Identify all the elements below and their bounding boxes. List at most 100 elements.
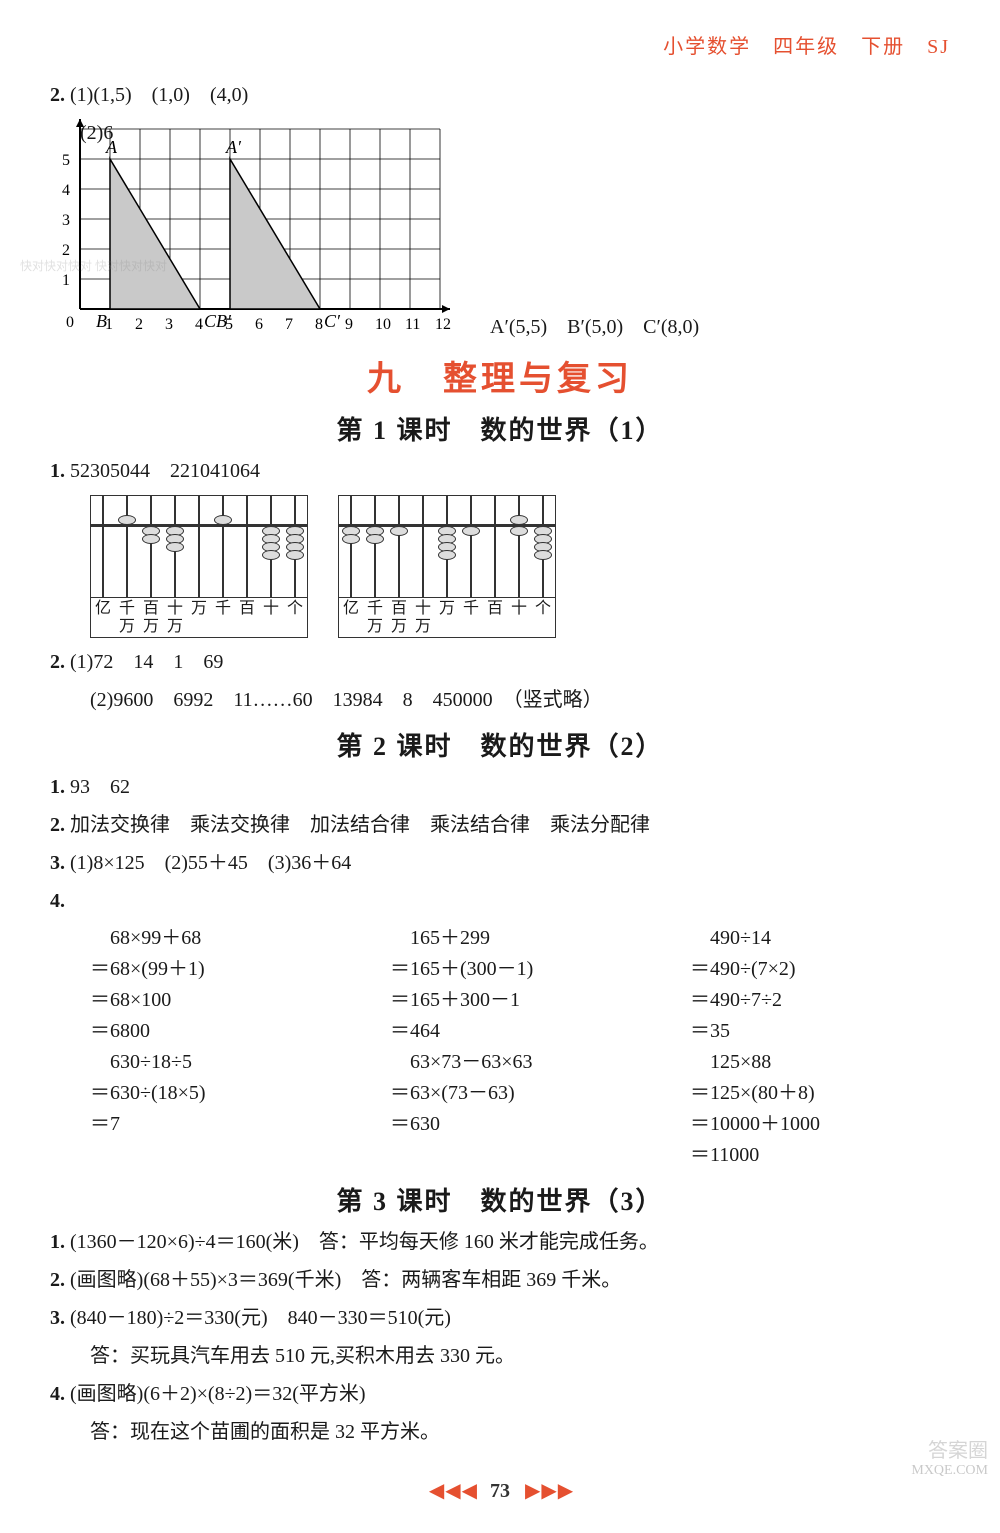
l3-q3: 3. (840－180)÷2＝330(元) 840－330＝510(元) bbox=[50, 1302, 950, 1334]
calc-line: 68×99＋68 bbox=[90, 923, 350, 954]
calc-line: ＝630÷(18×5) bbox=[90, 1078, 350, 1109]
q2-line1: (1)(1,5) (1,0) (4,0) bbox=[70, 84, 248, 106]
calc-line: ＝490÷7÷2 bbox=[690, 985, 950, 1016]
l1-q1-text: 52305044 221041064 bbox=[70, 460, 260, 482]
l2-q1-num: 1. bbox=[50, 776, 65, 798]
l2-q2-num: 2. bbox=[50, 814, 65, 836]
l2-q4-num: 4. bbox=[50, 890, 65, 912]
calc-line: ＝6800 bbox=[90, 1016, 350, 1047]
l3-q4-line1: (画图略)(6＋2)×(8÷2)＝32(平方米) bbox=[70, 1383, 366, 1405]
l3-q1-num: 1. bbox=[50, 1231, 65, 1253]
l1-q1-num: 1. bbox=[50, 460, 65, 482]
calc-line: ＝630 bbox=[390, 1109, 650, 1140]
calc-line: 165＋299 bbox=[390, 923, 650, 954]
watermark-bottom-right: 答案圈 MXQE.COM bbox=[911, 1434, 988, 1479]
l3-q2-num: 2. bbox=[50, 1269, 65, 1291]
lesson3-title: 第 3 课时 数的世界（3） bbox=[50, 1181, 950, 1218]
footer-arrow-right: ▶ ▶ ▶ bbox=[525, 1480, 571, 1502]
calc-column: 68×99＋68＝68×(99＋1)＝68×100＝6800 630÷18÷5＝… bbox=[90, 923, 350, 1171]
lesson1-title: 第 1 课时 数的世界（1） bbox=[50, 410, 950, 447]
l3-q3-num: 3. bbox=[50, 1307, 65, 1329]
l3-q1: 1. (1360－120×6)÷4＝160(米) 答：平均每天修 160 米才能… bbox=[50, 1226, 950, 1258]
l3-q4: 4. (画图略)(6＋2)×(8÷2)＝32(平方米) bbox=[50, 1378, 950, 1410]
q2-block: 2. (1)(1,5) (1,0) (4,0) bbox=[50, 79, 950, 111]
watermark-br1: 答案圈 bbox=[911, 1434, 988, 1463]
svg-text:5: 5 bbox=[62, 152, 70, 169]
svg-text:7: 7 bbox=[285, 316, 293, 333]
l3-q2: 2. (画图略)(68＋55)×3＝369(千米) 答：两辆客车相距 369 千… bbox=[50, 1264, 950, 1296]
calc-line: ＝68×100 bbox=[90, 985, 350, 1016]
svg-text:1: 1 bbox=[105, 316, 113, 333]
abacus: 亿千万百万十万万千百十个 bbox=[90, 495, 308, 638]
footer-arrow-left: ◀ ◀ ◀ bbox=[429, 1480, 475, 1502]
svg-text:11: 11 bbox=[405, 316, 420, 333]
svg-text:4: 4 bbox=[195, 316, 203, 333]
calc-line: ＝165＋300－1 bbox=[390, 985, 650, 1016]
abacus-row: 亿千万百万十万万千百十个亿千万百万十万万千百十个 bbox=[90, 495, 950, 638]
svg-text:9: 9 bbox=[345, 316, 353, 333]
q2-num: 2. bbox=[50, 84, 65, 106]
l3-q2-text: (画图略)(68＋55)×3＝369(千米) 答：两辆客车相距 369 千米。 bbox=[70, 1269, 621, 1291]
l3-q4-line2: 答：现在这个苗圃的面积是 32 平方米。 bbox=[90, 1416, 950, 1448]
calc-line: ＝10000＋1000 bbox=[690, 1109, 950, 1140]
l3-q1-text: (1360－120×6)÷4＝160(米) 答：平均每天修 160 米才能完成任… bbox=[70, 1231, 659, 1253]
watermark-lens: 快对快对快对 快对快对快对 bbox=[20, 260, 167, 273]
l1-q2-line2: (2)9600 6992 11……60 13984 8 450000 （竖式略） bbox=[90, 684, 950, 716]
l1-q1: 1. 52305044 221041064 bbox=[50, 455, 950, 487]
calc-line: ＝490÷(7×2) bbox=[690, 954, 950, 985]
calc-line: ＝63×(73－63) bbox=[390, 1078, 650, 1109]
svg-text:0: 0 bbox=[66, 314, 74, 331]
l2-q4: 4. bbox=[50, 885, 950, 917]
svg-text:3: 3 bbox=[165, 316, 173, 333]
svg-text:12: 12 bbox=[435, 316, 451, 333]
calc-line: 630÷18÷5 bbox=[90, 1047, 350, 1078]
calc-line: ＝464 bbox=[390, 1016, 650, 1047]
l2-q3: 3. (1)8×125 (2)55＋45 (3)36＋64 bbox=[50, 847, 950, 879]
calc-line: ＝68×(99＋1) bbox=[90, 954, 350, 985]
l2-q1-text: 93 62 bbox=[70, 776, 130, 798]
svg-text:1: 1 bbox=[62, 272, 70, 289]
l2-q1: 1. 93 62 bbox=[50, 771, 950, 803]
svg-text:4: 4 bbox=[62, 182, 70, 199]
svg-text:C′: C′ bbox=[324, 311, 341, 331]
l2-q3-num: 3. bbox=[50, 852, 65, 874]
l1-q2-num: 2. bbox=[50, 651, 65, 673]
calc-line: 490÷14 bbox=[690, 923, 950, 954]
chart-after-coords: A′(5,5) B′(5,0) C′(8,0) bbox=[490, 310, 699, 339]
l1-q2: 2. (1)72 14 1 69 bbox=[50, 646, 950, 678]
calc-line: ＝11000 bbox=[690, 1140, 950, 1171]
svg-text:A′: A′ bbox=[225, 137, 242, 157]
abacus: 亿千万百万十万万千百十个 bbox=[338, 495, 556, 638]
coordinate-chart: ABCA′B′C′012345678910111212345 bbox=[50, 119, 460, 339]
watermark-br2: MXQE.COM bbox=[911, 1463, 988, 1479]
calc-line: ＝125×(80＋8) bbox=[690, 1078, 950, 1109]
svg-text:2: 2 bbox=[62, 242, 70, 259]
calc-line: ＝165＋(300－1) bbox=[390, 954, 650, 985]
lesson2-title: 第 2 课时 数的世界（2） bbox=[50, 726, 950, 763]
calc-column: 490÷14＝490÷(7×2)＝490÷7÷2＝35 125×88＝125×(… bbox=[690, 923, 950, 1171]
svg-text:3: 3 bbox=[62, 212, 70, 229]
chart-row: ABCA′B′C′012345678910111212345 A′(5,5) B… bbox=[50, 119, 950, 339]
l3-q4-num: 4. bbox=[50, 1383, 65, 1405]
calc-line: ＝35 bbox=[690, 1016, 950, 1047]
l3-q3-line2: 答：买玩具汽车用去 510 元,买积木用去 330 元。 bbox=[90, 1340, 950, 1372]
calc-line: 63×73－63×63 bbox=[390, 1047, 650, 1078]
section-9-title: 九 整理与复习 bbox=[50, 351, 950, 400]
svg-text:8: 8 bbox=[315, 316, 323, 333]
page-header: 小学数学 四年级 下册 SJ bbox=[50, 30, 950, 59]
svg-text:A: A bbox=[105, 137, 118, 157]
calc-line: ＝7 bbox=[90, 1109, 350, 1140]
page-number: 73 bbox=[490, 1480, 510, 1502]
l1-q2-line1: (1)72 14 1 69 bbox=[70, 651, 223, 673]
svg-text:2: 2 bbox=[135, 316, 143, 333]
svg-text:6: 6 bbox=[255, 316, 263, 333]
l2-q3-text: (1)8×125 (2)55＋45 (3)36＋64 bbox=[70, 852, 351, 874]
calc-column: 165＋299＝165＋(300－1)＝165＋300－1＝464 63×73－… bbox=[390, 923, 650, 1171]
l2-q2: 2. 加法交换律 乘法交换律 加法结合律 乘法结合律 乘法分配律 bbox=[50, 809, 950, 841]
svg-text:10: 10 bbox=[375, 316, 391, 333]
l2-q2-text: 加法交换律 乘法交换律 加法结合律 乘法结合律 乘法分配律 bbox=[70, 814, 650, 836]
calc-line: 125×88 bbox=[690, 1047, 950, 1078]
svg-text:5: 5 bbox=[225, 316, 233, 333]
l3-q3-line1: (840－180)÷2＝330(元) 840－330＝510(元) bbox=[70, 1307, 451, 1329]
calc-columns: 68×99＋68＝68×(99＋1)＝68×100＝6800 630÷18÷5＝… bbox=[90, 923, 950, 1171]
